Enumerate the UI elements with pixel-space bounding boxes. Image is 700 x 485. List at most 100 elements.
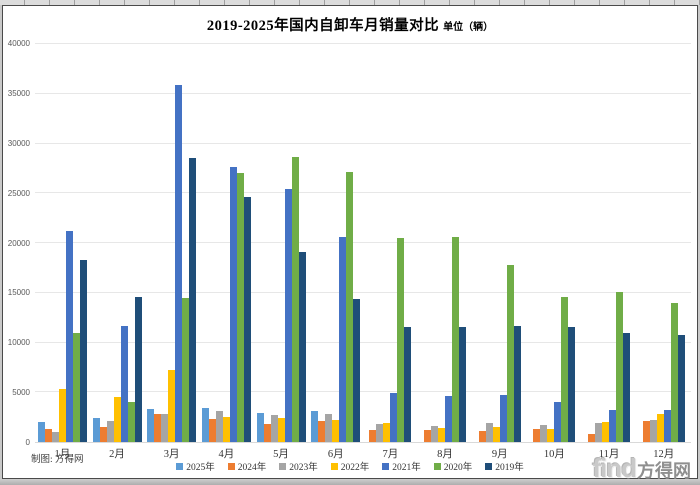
legend-item: 2023年 <box>279 459 318 473</box>
legend-label: 2022年 <box>340 463 370 473</box>
bar-2019年 <box>79 259 87 442</box>
month-group: 10月 <box>527 44 582 460</box>
y-axis-label: 30000 <box>7 138 30 148</box>
month-group: 2月 <box>90 44 145 460</box>
bar-2022年 <box>383 423 391 442</box>
bar-2023年 <box>431 426 439 442</box>
bar-2022年 <box>438 428 446 442</box>
x-axis-label: 5月 <box>273 449 289 460</box>
bar-2022年 <box>277 418 285 442</box>
bar-2023年 <box>161 414 169 442</box>
bar-2021年 <box>609 410 617 442</box>
gridline <box>35 92 691 94</box>
bar-2020年 <box>670 302 678 442</box>
bar-2020年 <box>346 172 354 442</box>
bar-2025年 <box>201 408 209 442</box>
gridline <box>35 242 691 243</box>
bar-2023年 <box>485 423 493 442</box>
bar-2019年 <box>513 325 521 442</box>
gridline <box>35 192 691 194</box>
month-group: 11月 <box>582 44 637 460</box>
x-axis-label: 12月 <box>653 449 675 460</box>
bar-2020年 <box>397 238 405 442</box>
x-axis-label: 10月 <box>543 449 565 460</box>
bar-2021年 <box>499 395 507 442</box>
y-axis-label: 25000 <box>7 188 30 198</box>
top-ruler-strip <box>0 0 700 5</box>
bar-2019年 <box>677 334 685 442</box>
bar-2021年 <box>120 325 128 442</box>
bar-2023年 <box>106 421 114 442</box>
bar-2022年 <box>332 420 340 442</box>
bar-2024年 <box>208 419 216 442</box>
bar-2024年 <box>424 430 432 442</box>
bar-2020年 <box>291 157 299 442</box>
bar-2023年 <box>595 423 603 442</box>
bar-2022年 <box>547 429 555 442</box>
bar-2023年 <box>215 411 223 442</box>
bar-2020年 <box>236 173 244 442</box>
bar-2022年 <box>492 427 500 442</box>
month-group: 8月 <box>418 44 473 460</box>
legend-swatch-icon <box>382 462 390 470</box>
x-axis-label: 11月 <box>598 449 620 460</box>
month-group: 7月 <box>363 44 418 460</box>
legend-swatch-icon <box>176 462 184 470</box>
legend-label: 2021年 <box>392 463 421 473</box>
bar-2021年 <box>663 410 671 442</box>
bar-2020年 <box>616 291 624 442</box>
bar-2021年 <box>65 231 73 442</box>
bar-2020年 <box>561 296 569 442</box>
bar-2019年 <box>568 326 576 442</box>
bar-2022年 <box>222 417 230 442</box>
bar-2022年 <box>168 370 176 442</box>
chart-unit-label: 单位（辆） <box>443 22 494 33</box>
plot-area: 1月 2月 3月 4月 5月 6月 7月 8月 9月 10月 11月 12月 <box>35 43 691 460</box>
x-axis-label: 8月 <box>437 449 453 460</box>
bar-2020年 <box>506 264 514 442</box>
bar-2025年 <box>311 411 319 442</box>
bar-2019年 <box>404 326 412 442</box>
x-axis-label: 2月 <box>109 449 125 460</box>
bar-2021年 <box>445 396 453 442</box>
bar-2024年 <box>99 427 107 442</box>
bar-2022年 <box>656 414 664 442</box>
bar-2024年 <box>588 434 596 442</box>
bar-2024年 <box>154 414 162 442</box>
chart-header: 2019-2025年国内自卸车月销量对比 单位（辆） <box>3 6 697 35</box>
y-axis-label: 5000 <box>12 388 30 398</box>
bar-2021年 <box>175 84 183 442</box>
bar-2025年 <box>37 422 45 442</box>
bar-2019年 <box>623 332 631 442</box>
bar-2024年 <box>642 421 650 442</box>
gridline <box>35 391 691 393</box>
bar-2024年 <box>44 429 52 442</box>
chart-title: 2019-2025年国内自卸车月销量对比 <box>206 18 440 34</box>
month-group: 1月 <box>35 44 90 460</box>
bar-2020年 <box>182 297 190 442</box>
gridline <box>35 291 691 293</box>
legend-label: 2024年 <box>237 463 267 473</box>
bar-2024年 <box>369 430 377 442</box>
bar-2021年 <box>284 189 292 442</box>
gridline <box>35 142 691 144</box>
bar-2025年 <box>92 418 100 442</box>
month-group: 9月 <box>472 44 527 460</box>
legend-item: 2022年 <box>330 459 370 473</box>
bar-2021年 <box>339 237 347 442</box>
y-axis-label: 20000 <box>7 238 30 248</box>
bottom-strip <box>0 479 700 485</box>
month-group: 4月 <box>199 44 254 460</box>
bar-2019年 <box>189 158 197 442</box>
month-group: 3月 <box>144 44 199 460</box>
bar-2024年 <box>478 431 486 442</box>
legend-item: 2020年 <box>433 459 473 473</box>
legend-item: 2025年 <box>176 459 215 473</box>
legend-label: 2020年 <box>443 463 473 473</box>
bar-2020年 <box>127 402 135 442</box>
x-axis-label: 3月 <box>163 449 180 460</box>
bar-2024年 <box>318 421 326 442</box>
bar-2020年 <box>452 237 460 442</box>
gridline <box>35 341 691 343</box>
bar-2019年 <box>298 251 306 442</box>
